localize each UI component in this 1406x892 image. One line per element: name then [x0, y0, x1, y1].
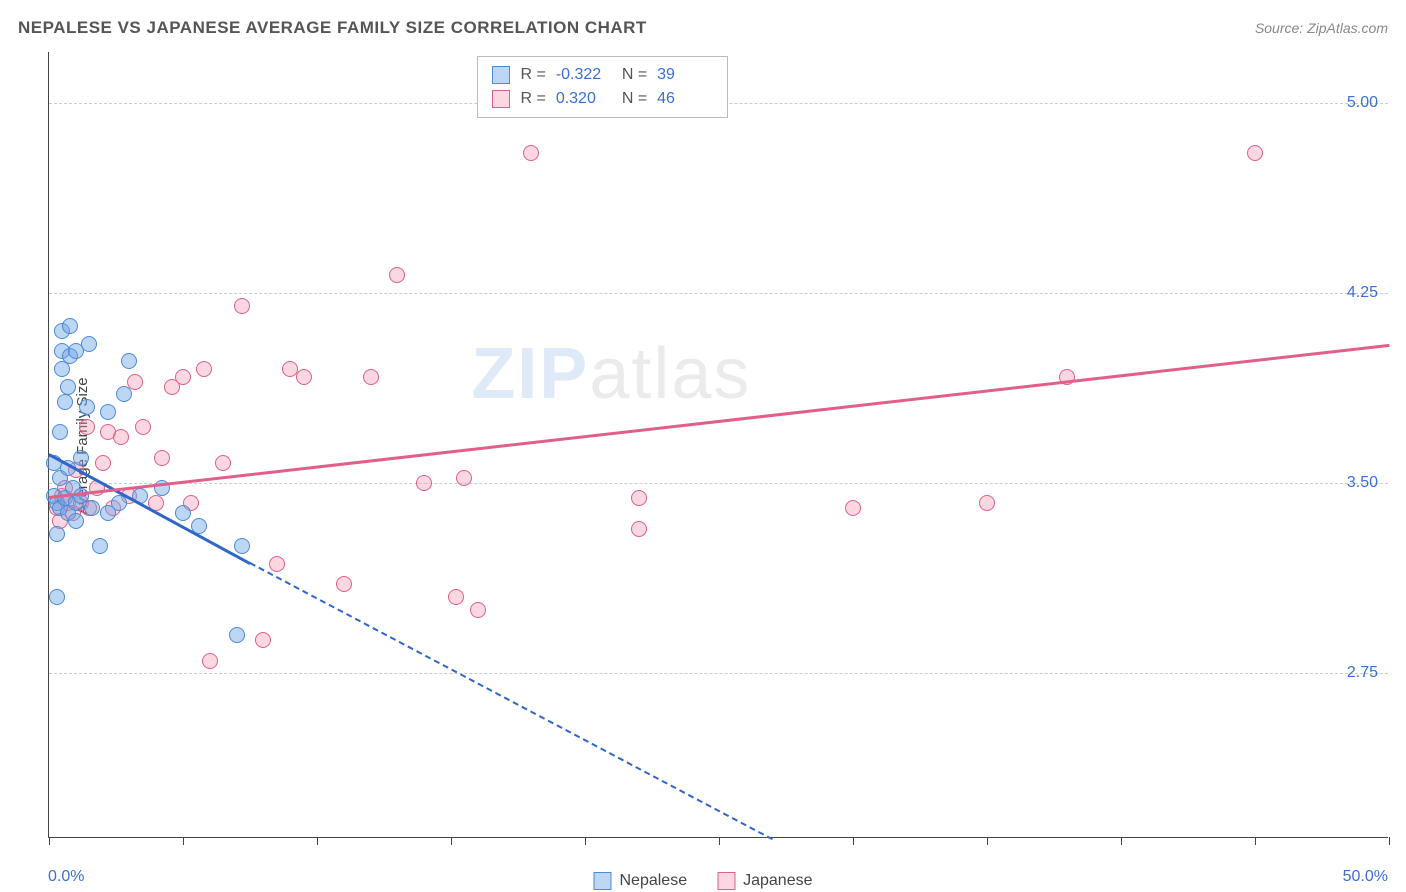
y-tick-label: 2.75	[1347, 664, 1378, 682]
japanese-point	[255, 632, 271, 648]
chart-title: NEPALESE VS JAPANESE AVERAGE FAMILY SIZE…	[18, 18, 647, 38]
x-tick	[49, 837, 50, 845]
nepalese-point	[79, 399, 95, 415]
japanese-point	[202, 653, 218, 669]
nepalese-point	[111, 495, 127, 511]
japanese-n-value: 46	[657, 87, 713, 111]
nepalese-point	[62, 318, 78, 334]
r-label: R =	[520, 87, 545, 111]
n-label: N =	[622, 63, 647, 87]
nepalese-point	[68, 513, 84, 529]
legend-item-japanese: Japanese	[717, 872, 812, 890]
nepalese-point	[175, 505, 191, 521]
source-prefix: Source:	[1255, 20, 1307, 36]
stats-row-japanese: R = 0.320 N = 46	[492, 87, 713, 111]
nepalese-point	[57, 394, 73, 410]
y-tick-label: 3.50	[1347, 474, 1378, 492]
nepalese-point	[92, 538, 108, 554]
japanese-point	[135, 419, 151, 435]
nepalese-point	[52, 424, 68, 440]
y-tick-label: 5.00	[1347, 94, 1378, 112]
nepalese-point	[49, 526, 65, 542]
nepalese-point	[116, 386, 132, 402]
n-label: N =	[622, 87, 647, 111]
nepalese-point	[49, 589, 65, 605]
japanese-point	[196, 361, 212, 377]
japanese-point	[631, 521, 647, 537]
japanese-legend-swatch	[717, 872, 735, 890]
gridline	[49, 293, 1388, 294]
japanese-r-value: 0.320	[556, 87, 612, 111]
x-tick	[317, 837, 318, 845]
chart-plot-area: 2.753.504.255.00 ZIPatlas R =-0.322N =39…	[48, 52, 1388, 838]
japanese-point	[631, 490, 647, 506]
nepalese-legend-swatch	[594, 872, 612, 890]
japanese-swatch	[492, 90, 510, 108]
nepalese-point	[81, 336, 97, 352]
x-tick	[987, 837, 988, 845]
japanese-point	[79, 419, 95, 435]
nepalese-point	[234, 538, 250, 554]
x-tick	[853, 837, 854, 845]
japanese-point	[1247, 145, 1263, 161]
japanese-point	[269, 556, 285, 572]
nepalese-point	[84, 500, 100, 516]
nepalese-point	[60, 379, 76, 395]
japanese-regression-line	[49, 344, 1389, 499]
nepalese-legend-label: Nepalese	[620, 872, 688, 890]
japanese-point	[234, 298, 250, 314]
stats-row-nepalese: R = -0.322 N = 39	[492, 63, 713, 87]
japanese-point	[979, 495, 995, 511]
japanese-point	[363, 369, 379, 385]
nepalese-r-value: -0.322	[556, 63, 612, 87]
x-tick	[451, 837, 452, 845]
japanese-point	[448, 589, 464, 605]
x-tick	[183, 837, 184, 845]
japanese-point	[456, 470, 472, 486]
japanese-point	[113, 429, 129, 445]
x-axis-min-label: 0.0%	[48, 868, 84, 886]
japanese-point	[154, 450, 170, 466]
japanese-point	[523, 145, 539, 161]
nepalese-point	[229, 627, 245, 643]
japanese-point	[389, 267, 405, 283]
nepalese-point	[100, 404, 116, 420]
japanese-point	[215, 455, 231, 471]
japanese-point	[296, 369, 312, 385]
japanese-point	[336, 576, 352, 592]
x-tick	[1255, 837, 1256, 845]
x-axis-max-label: 50.0%	[1343, 868, 1388, 886]
japanese-legend-label: Japanese	[743, 872, 812, 890]
nepalese-regression-extrapolation	[250, 562, 774, 840]
r-label: R =	[520, 63, 545, 87]
legend-item-nepalese: Nepalese	[594, 872, 688, 890]
japanese-point	[95, 455, 111, 471]
nepalese-point	[121, 353, 137, 369]
bottom-legend: Nepalese Japanese	[594, 872, 813, 890]
x-tick	[585, 837, 586, 845]
stats-legend-box: R = -0.322 N = 39 R = 0.320 N = 46	[477, 56, 728, 118]
japanese-point	[175, 369, 191, 385]
japanese-point	[470, 602, 486, 618]
nepalese-n-value: 39	[657, 63, 713, 87]
nepalese-swatch	[492, 66, 510, 84]
gridline	[49, 483, 1388, 484]
nepalese-point	[73, 450, 89, 466]
y-tick-label: 4.25	[1347, 284, 1378, 302]
japanese-point	[416, 475, 432, 491]
gridline	[49, 673, 1388, 674]
x-tick	[1121, 837, 1122, 845]
x-tick	[1389, 837, 1390, 845]
japanese-point	[845, 500, 861, 516]
source-label: Source: ZipAtlas.com	[1255, 20, 1388, 36]
source-name: ZipAtlas.com	[1307, 20, 1388, 36]
x-tick	[719, 837, 720, 845]
